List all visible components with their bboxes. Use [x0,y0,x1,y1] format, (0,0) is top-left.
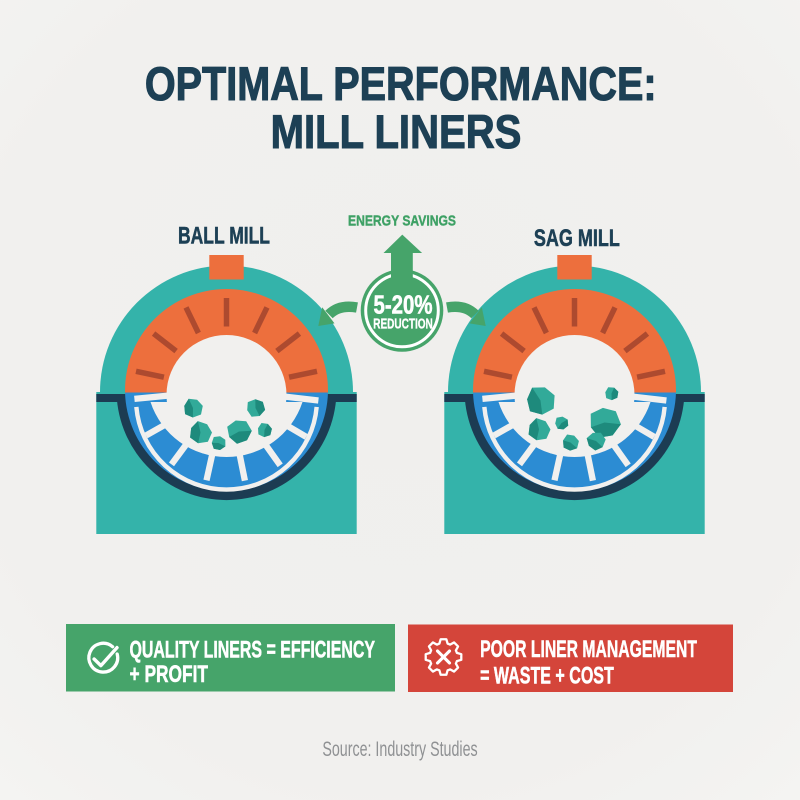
svg-text:MILL LINERS: MILL LINERS [271,106,522,159]
svg-text:ENERGY SAVINGS: ENERGY SAVINGS [348,214,456,230]
svg-text:REDUCTION: REDUCTION [373,316,433,332]
svg-text:= WASTE + COST: = WASTE + COST [480,662,614,689]
svg-text:SAG MILL: SAG MILL [534,225,620,252]
svg-text:+ PROFIT: + PROFIT [130,661,209,688]
svg-text:OPTIMAL PERFORMANCE:: OPTIMAL PERFORMANCE: [145,58,657,111]
svg-text:Source: Industry Studies: Source: Industry Studies [322,738,477,761]
svg-text:BALL MILL: BALL MILL [178,223,270,250]
svg-text:POOR LINER MANAGEMENT: POOR LINER MANAGEMENT [480,636,697,663]
svg-text:5-20%: 5-20% [374,291,433,319]
svg-text:QUALITY LINERS = EFFICIENCY: QUALITY LINERS = EFFICIENCY [130,637,376,664]
